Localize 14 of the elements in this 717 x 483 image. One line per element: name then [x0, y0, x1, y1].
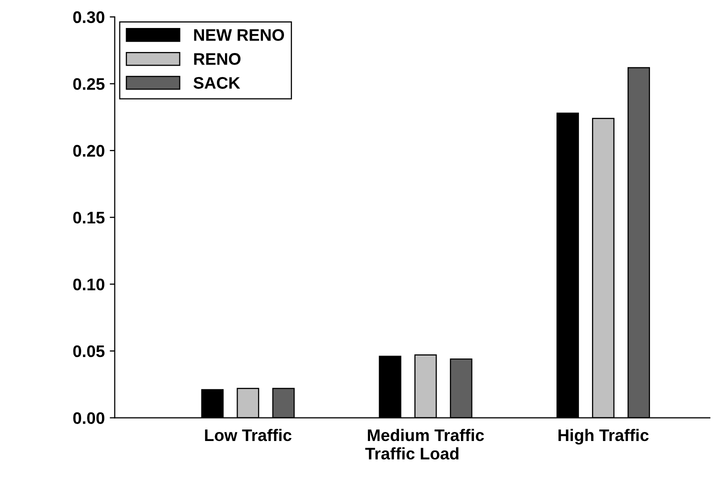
y-tick-label: 0.00 — [73, 412, 104, 424]
x-tick-label: Medium Traffic — [368, 428, 484, 442]
y-tick-label: 0.25 — [73, 78, 105, 90]
legend-label: SACK — [194, 77, 240, 89]
y-tick-label: 0.05 — [73, 345, 105, 358]
y-tick-label: 0.30 — [73, 11, 104, 24]
y-tick-label: 0.20 — [73, 144, 104, 157]
legend-label: NEW RENO — [194, 29, 284, 41]
x-tick-label: High Traffic — [558, 428, 649, 445]
x-tick-label: Low Traffic — [205, 428, 292, 442]
legend-label: RENO — [194, 53, 241, 65]
x-axis-title: Traffic Load — [365, 447, 458, 460]
y-tick-label: 0.15 — [73, 212, 105, 224]
y-tick-label: 0.10 — [73, 278, 104, 290]
